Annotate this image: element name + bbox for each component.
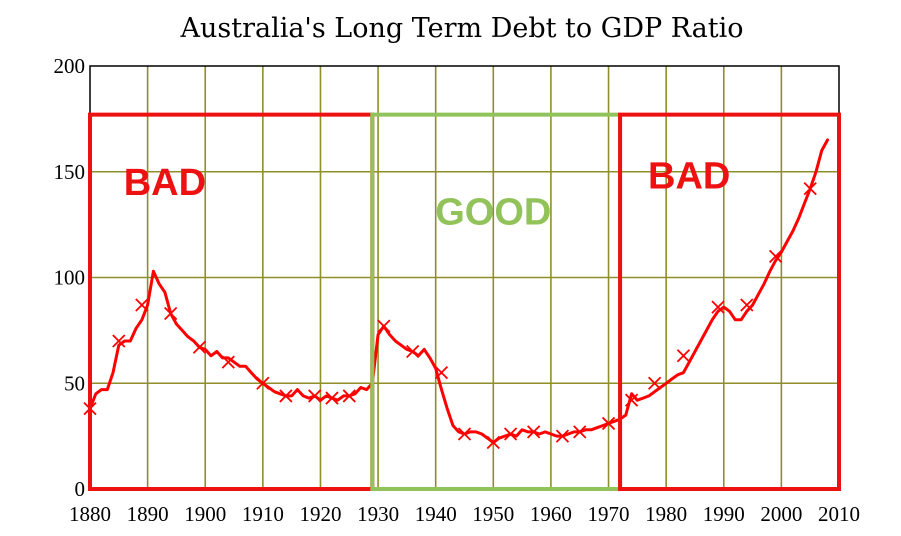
y-tick-label: 50 bbox=[64, 371, 85, 395]
x-tick-label: 1970 bbox=[588, 502, 630, 526]
series-group bbox=[83, 138, 829, 450]
data-point-marker bbox=[164, 306, 178, 321]
data-point-marker bbox=[555, 429, 570, 443]
data-point-marker bbox=[377, 319, 391, 333]
data-point-marker bbox=[112, 334, 126, 348]
data-point-marker bbox=[803, 182, 817, 196]
data-point-marker bbox=[308, 389, 322, 403]
region-box bbox=[370, 112, 623, 492]
x-tick-label: 2000 bbox=[760, 502, 802, 526]
data-point-marker bbox=[486, 435, 500, 450]
data-point-marker bbox=[192, 340, 207, 354]
region-label: GOOD bbox=[435, 192, 551, 234]
tick-labels: 1880 1890 1900 1910 1920 1930 1940 1950 1960 1970… bbox=[54, 54, 861, 526]
chart-title: Australia's Long Term Debt to GDP Ratio bbox=[179, 13, 743, 44]
x-tick-label: 1900 bbox=[184, 502, 226, 526]
data-point-marker bbox=[573, 425, 587, 439]
x-tick-label: 1910 bbox=[242, 502, 284, 526]
x-tick-label: 1880 bbox=[69, 502, 111, 526]
data-point-marker bbox=[740, 298, 754, 312]
regions-group: BAD GOOD BAD bbox=[88, 112, 841, 492]
x-tick-label: 1930 bbox=[357, 502, 399, 526]
region-label: BAD bbox=[648, 156, 730, 198]
data-point-marker bbox=[406, 344, 420, 359]
region-box bbox=[618, 112, 841, 492]
data-point-marker bbox=[624, 393, 639, 407]
x-tick-label: 1920 bbox=[299, 502, 341, 526]
grid bbox=[90, 66, 839, 489]
y-tick-label: 150 bbox=[54, 160, 86, 184]
x-tick-label: 1890 bbox=[127, 502, 169, 526]
data-point-marker bbox=[503, 427, 518, 441]
data-point-marker bbox=[135, 298, 149, 312]
x-tick-label: 1990 bbox=[703, 502, 745, 526]
data-point-marker bbox=[279, 389, 293, 403]
data-point-marker bbox=[256, 376, 270, 390]
x-tick-label: 1960 bbox=[530, 502, 572, 526]
x-tick-label: 2010 bbox=[818, 502, 860, 526]
y-tick-label: 200 bbox=[54, 54, 86, 78]
x-tick-label: 1940 bbox=[415, 502, 457, 526]
data-point-marker bbox=[434, 366, 449, 380]
x-tick-label: 1950 bbox=[472, 502, 514, 526]
data-point-marker bbox=[325, 391, 339, 405]
x-tick-label: 1980 bbox=[645, 502, 687, 526]
data-point-marker bbox=[601, 416, 616, 431]
data-point-marker bbox=[711, 300, 725, 314]
data-point-marker bbox=[527, 425, 541, 439]
data-point-marker bbox=[647, 376, 662, 390]
data-point-marker bbox=[457, 427, 472, 441]
data-point-marker bbox=[676, 349, 691, 363]
series-line bbox=[88, 138, 829, 444]
data-point-marker bbox=[221, 355, 235, 369]
y-tick-label: 0 bbox=[75, 477, 86, 501]
data-point-marker bbox=[768, 249, 783, 263]
data-point-marker bbox=[342, 389, 356, 403]
y-tick-label: 100 bbox=[54, 266, 86, 290]
region-label: BAD bbox=[124, 162, 206, 204]
